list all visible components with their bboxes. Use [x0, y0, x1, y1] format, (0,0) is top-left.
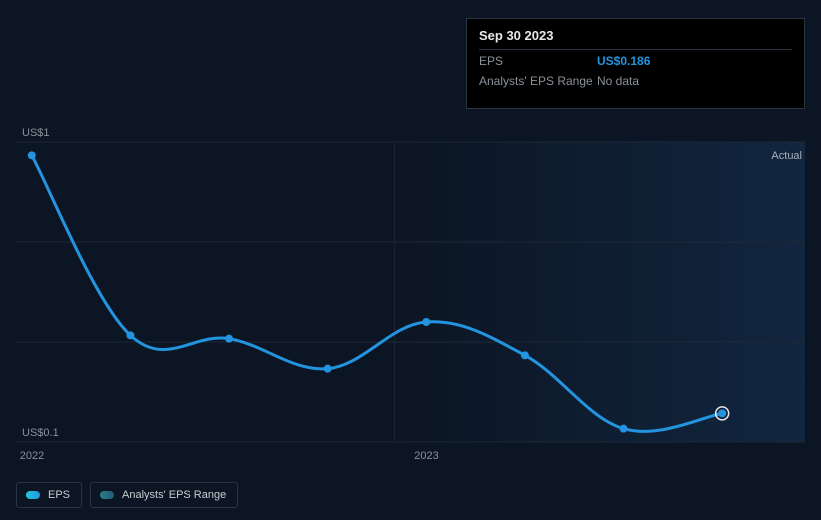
tooltip-row-range: Analysts' EPS Range No data — [479, 70, 792, 90]
x-axis-label: 2022 — [20, 450, 44, 462]
tooltip-value: No data — [597, 74, 639, 88]
legend: EPS Analysts' EPS Range — [16, 482, 238, 508]
legend-item-range[interactable]: Analysts' EPS Range — [90, 482, 238, 508]
tooltip-row-eps: EPS US$0.186 — [479, 50, 792, 70]
tooltip-key: Analysts' EPS Range — [479, 74, 597, 88]
legend-swatch-icon — [26, 491, 40, 499]
y-axis-label: US$1 — [22, 127, 50, 139]
legend-swatch-icon — [100, 491, 114, 499]
legend-item-eps[interactable]: EPS — [16, 482, 82, 508]
legend-label: Analysts' EPS Range — [122, 489, 226, 501]
actual-region-label: Actual — [771, 150, 802, 162]
tooltip-value: US$0.186 — [597, 54, 650, 68]
tooltip-key: EPS — [479, 54, 597, 68]
hover-tooltip: Sep 30 2023 EPS US$0.186 Analysts' EPS R… — [466, 18, 805, 109]
eps-chart-widget: Sep 30 2023 EPS US$0.186 Analysts' EPS R… — [0, 0, 821, 520]
y-axis-label: US$0.1 — [22, 427, 59, 439]
tooltip-date: Sep 30 2023 — [479, 26, 792, 50]
x-axis-label: 2023 — [414, 450, 438, 462]
legend-label: EPS — [48, 489, 70, 501]
